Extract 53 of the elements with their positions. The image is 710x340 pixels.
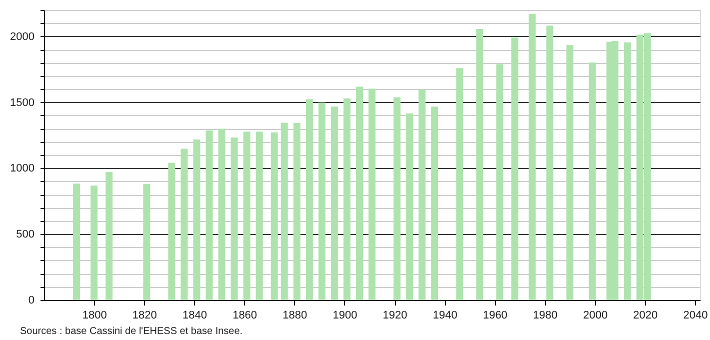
bar xyxy=(180,148,188,300)
x-tick-label: 1940 xyxy=(432,310,458,322)
bar xyxy=(588,62,596,300)
y-tick-label: 1500 xyxy=(10,96,34,109)
bar xyxy=(270,132,278,300)
bar xyxy=(546,26,554,300)
bar xyxy=(566,45,574,300)
y-tick-label: 2000 xyxy=(10,30,34,43)
bar xyxy=(243,132,250,300)
x-tick-label: 2020 xyxy=(633,310,658,322)
bar xyxy=(206,130,213,300)
bar xyxy=(511,37,518,300)
bar xyxy=(318,102,326,300)
bar xyxy=(496,64,504,300)
bar xyxy=(280,122,288,300)
bar xyxy=(143,184,150,300)
bar xyxy=(230,137,238,300)
bar xyxy=(406,113,414,300)
bar xyxy=(73,184,80,300)
x-tick-label: 1800 xyxy=(82,310,107,322)
x-tick-label: 1860 xyxy=(232,310,258,322)
x-tick-label: 1960 xyxy=(482,310,508,322)
bar xyxy=(193,139,200,300)
bar xyxy=(256,132,263,300)
bar xyxy=(528,14,536,300)
y-tick-label: 500 xyxy=(16,228,34,241)
x-tick-label: 1820 xyxy=(132,310,157,322)
bar xyxy=(168,162,176,300)
x-tick-label: 1840 xyxy=(182,310,207,322)
y-tick-label: 1000 xyxy=(10,162,34,175)
bar xyxy=(330,106,338,300)
bar xyxy=(218,128,226,300)
bar xyxy=(343,98,350,300)
bar xyxy=(456,68,464,300)
x-tick-label: 1880 xyxy=(282,310,308,322)
bar xyxy=(90,186,98,300)
bar xyxy=(431,106,438,300)
source-note: Sources : base Cassini de l'EHESS et base Insee. xyxy=(20,326,243,337)
x-tick-label: 1920 xyxy=(382,310,408,322)
bar xyxy=(394,97,401,300)
bar xyxy=(476,28,484,300)
bar xyxy=(418,90,426,300)
bar xyxy=(293,122,300,300)
bar xyxy=(368,88,376,300)
x-tick-label: 2040 xyxy=(683,310,708,322)
x-tick-label: 1900 xyxy=(332,310,358,322)
bar xyxy=(624,42,631,300)
bar xyxy=(306,99,313,300)
y-tick-label: 0 xyxy=(28,294,34,306)
x-tick-label: 1980 xyxy=(533,310,558,322)
bar xyxy=(106,172,113,300)
bar xyxy=(356,86,363,300)
x-tick-label: 2000 xyxy=(583,310,608,322)
